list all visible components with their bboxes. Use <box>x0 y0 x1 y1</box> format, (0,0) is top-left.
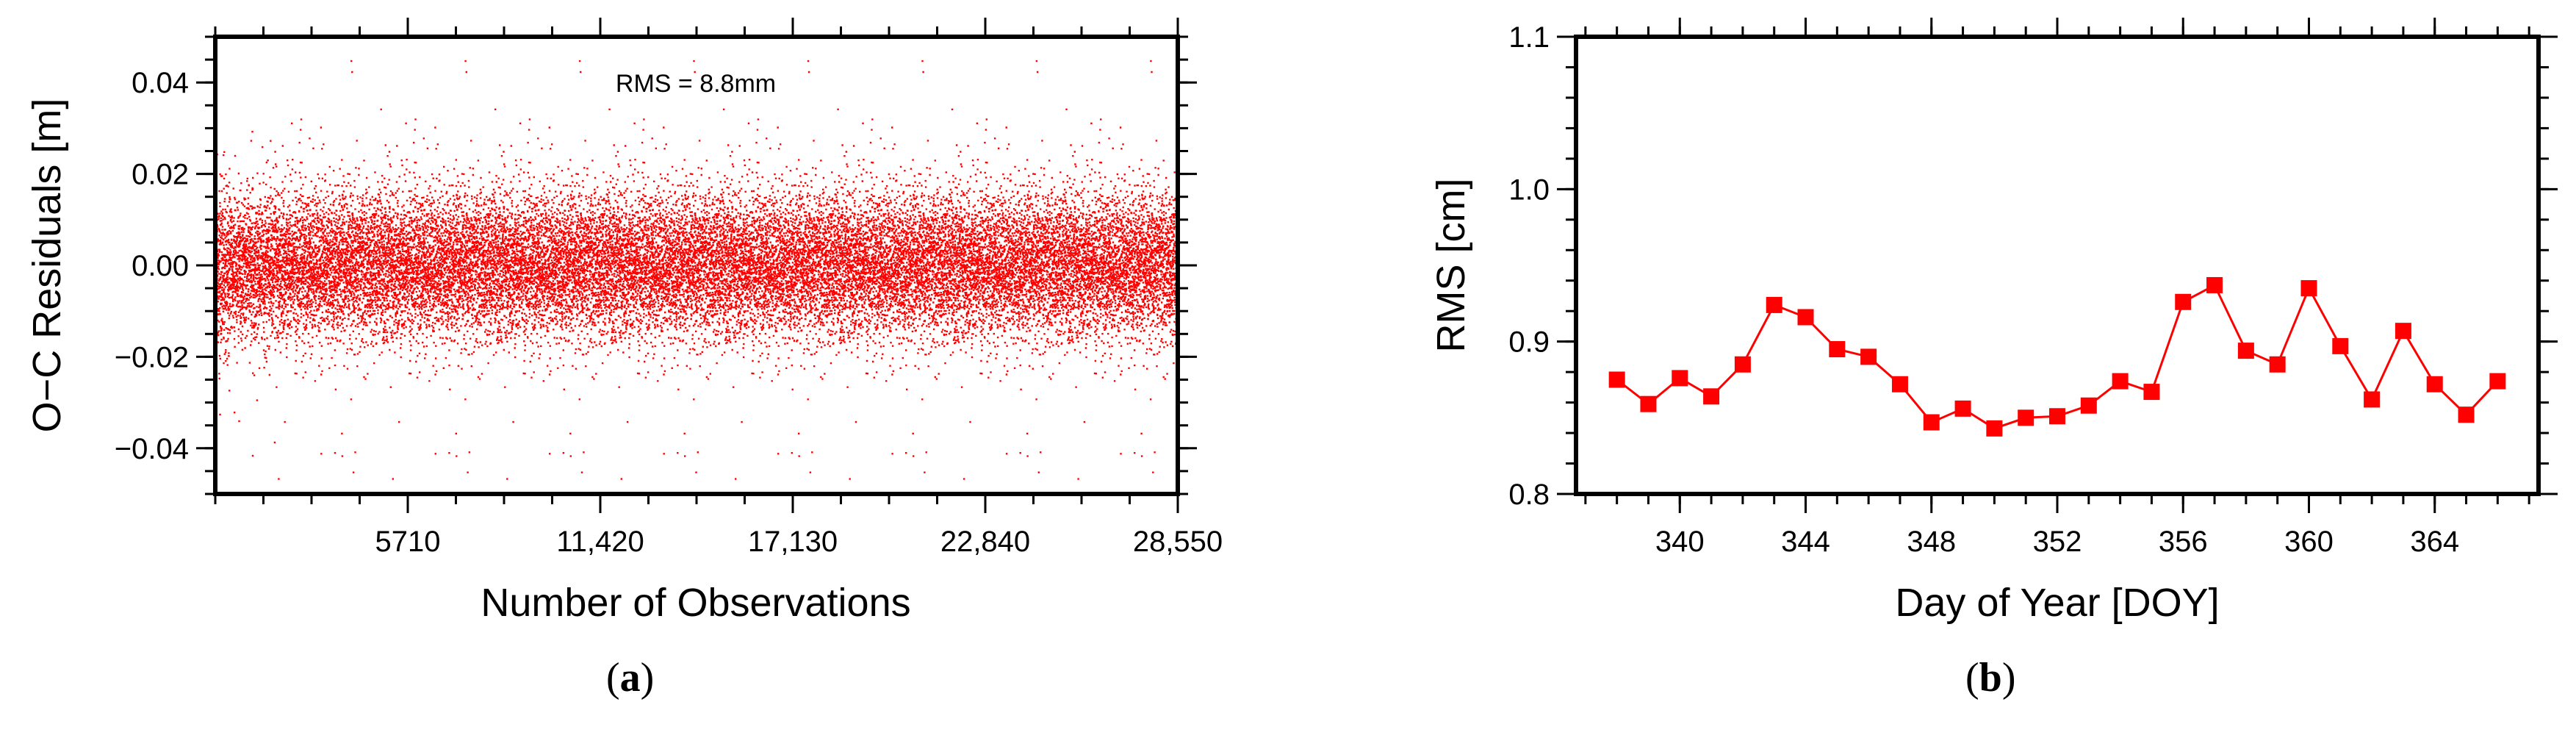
rms-point-marker <box>2175 293 2192 310</box>
y-tick-label: 1.1 <box>1508 21 1550 54</box>
rms-point-marker <box>1923 414 1940 431</box>
y-tick-label: 0.02 <box>132 159 189 191</box>
x-tick-label: 360 <box>2284 526 2334 558</box>
rms-point-marker <box>2426 376 2443 393</box>
rms-point-marker <box>2458 406 2475 423</box>
y-tick-label: 0.9 <box>1508 326 1550 359</box>
rms-axis-ticks: 340 344 348 352 356 360 364 0.8 0.9 1.0 1.1 <box>1508 18 2558 558</box>
x-tick-label: 340 <box>1655 526 1705 558</box>
rms-point-marker <box>1829 341 1846 358</box>
rms-point-marker <box>2489 373 2506 390</box>
rms-point-marker <box>2332 337 2349 354</box>
y-tick-label: 1.0 <box>1508 173 1550 206</box>
rms-plot-frame <box>1574 35 2541 496</box>
x-tick-label: 344 <box>1781 526 1830 558</box>
rms-point-marker <box>2300 280 2317 297</box>
rms-point-marker <box>1703 388 1720 405</box>
x-tick-label: 5710 <box>375 526 441 558</box>
y-tick-label: −0.02 <box>115 341 189 373</box>
residuals-rms-annotation: RMS = 8.8mm <box>616 70 776 98</box>
rms-y-axis-title: RMS [cm] <box>1429 179 1473 353</box>
rms-point-marker <box>2018 409 2034 426</box>
y-tick-label: −0.04 <box>115 433 189 465</box>
rms-point-marker <box>2080 397 2097 414</box>
y-tick-label: 0.00 <box>132 250 189 282</box>
residuals-y-axis-title: O−C Residuals [m] <box>25 98 69 433</box>
rms-point-marker <box>1640 395 1657 412</box>
x-tick-label: 17,130 <box>748 526 838 558</box>
rms-point-marker <box>1734 356 1751 373</box>
y-tick-label: 0.04 <box>132 67 189 99</box>
rms-point-marker <box>2269 356 2286 373</box>
caption-a: (a) <box>606 655 654 701</box>
rms-point-marker <box>1986 420 2003 437</box>
rms-x-axis-title: Day of Year [DOY] <box>1895 581 2219 625</box>
x-tick-label: 28,550 <box>1133 526 1223 558</box>
residual-points <box>215 60 1180 480</box>
x-tick-label: 11,420 <box>556 526 644 558</box>
rms-series <box>1608 276 2506 437</box>
residuals-scatter-panel: 5710 11,420 17,130 22,840 28,550 −0.04 −0.02 0.… <box>25 18 1223 701</box>
rms-point-marker <box>2364 391 2381 408</box>
rms-point-marker <box>1891 376 1908 393</box>
x-tick-label: 356 <box>2159 526 2208 558</box>
rms-point-marker <box>1954 400 1971 417</box>
x-tick-label: 348 <box>1907 526 1956 558</box>
residuals-axis-ticks: 5710 11,420 17,130 22,840 28,550 −0.04 −0.02 0.… <box>115 18 1223 558</box>
rms-line-panel: 340 344 348 352 356 360 364 0.8 0.9 1.0 1.1 Day of… <box>1429 18 2558 701</box>
rms-point-marker <box>1766 296 1782 313</box>
rms-point-marker <box>1860 348 1877 365</box>
rms-point-marker <box>2143 384 2160 401</box>
rms-point-marker <box>2112 373 2129 390</box>
rms-point-marker <box>2237 343 2254 359</box>
caption-b-letter: b <box>1979 655 2002 701</box>
x-tick-label: 22,840 <box>940 526 1030 558</box>
rms-point-marker <box>1608 371 1625 388</box>
rms-point-marker <box>2049 408 2065 425</box>
caption-a-letter: a <box>620 655 641 701</box>
rms-point-marker <box>2206 276 2223 293</box>
x-tick-label: 364 <box>2410 526 2459 558</box>
y-tick-label: 0.8 <box>1508 479 1550 511</box>
x-tick-label: 352 <box>2033 526 2082 558</box>
residuals-x-axis-title: Number of Observations <box>481 581 910 625</box>
caption-b: (b) <box>1965 655 2015 701</box>
rms-point-marker <box>2395 323 2411 340</box>
rms-point-marker <box>1797 309 1814 326</box>
rms-point-marker <box>1672 370 1688 387</box>
residuals-plot-frame <box>213 35 1180 496</box>
residual-point-cloud <box>215 60 1180 480</box>
